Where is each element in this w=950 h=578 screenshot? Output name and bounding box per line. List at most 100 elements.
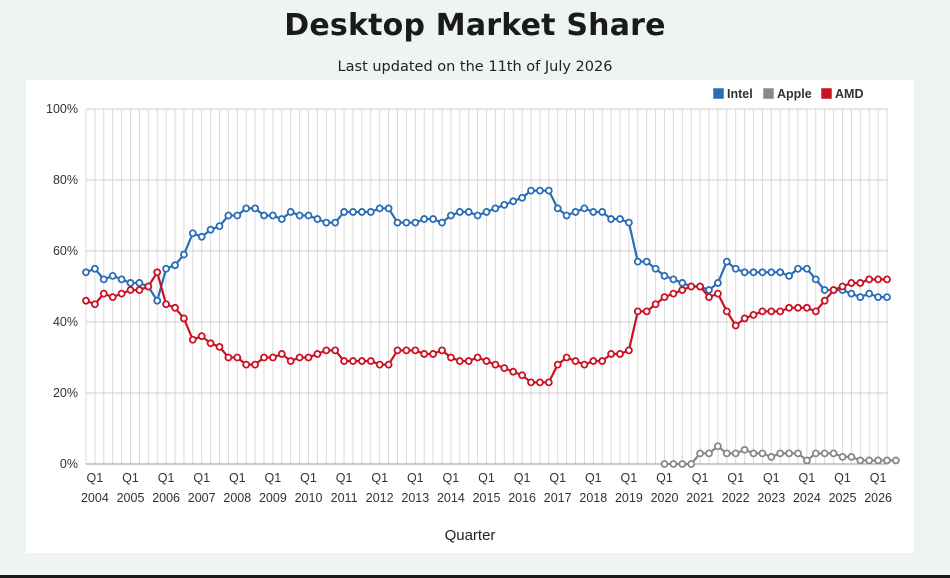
intel-data-point	[188, 229, 197, 238]
x-tick-quarter-label: Q1	[763, 471, 780, 485]
apple-data-point	[856, 456, 865, 465]
x-tick-quarter-label: Q1	[692, 471, 709, 485]
intel-data-point	[776, 268, 785, 277]
intel-data-point	[473, 211, 482, 220]
intel-data-point	[99, 275, 108, 284]
amd-data-point	[384, 360, 393, 369]
amd-data-point	[313, 350, 322, 358]
amd-data-point	[402, 346, 411, 355]
apple-data-point	[892, 456, 900, 465]
amd-data-point	[820, 296, 829, 305]
intel-data-point	[571, 208, 580, 216]
amd-data-point	[438, 346, 446, 355]
intel-data-point	[126, 279, 135, 287]
apple-data-point	[678, 460, 687, 468]
amd-data-point	[162, 300, 171, 309]
amd-data-point	[571, 357, 580, 365]
intel-data-point	[153, 296, 162, 305]
amd-data-point	[500, 364, 509, 373]
intel-data-point	[803, 264, 811, 273]
bottom-edge-line	[0, 575, 950, 578]
amd-data-point	[455, 357, 464, 365]
apple-legend-swatch	[762, 87, 775, 100]
intel-data-point	[251, 204, 260, 213]
amd-data-point	[179, 314, 188, 323]
page-title: Desktop Market Share	[284, 8, 666, 43]
intel-data-point	[660, 271, 669, 280]
amd-data-point	[678, 286, 687, 294]
amd-data-point	[99, 289, 108, 298]
intel-data-point	[91, 264, 99, 273]
amd-data-point	[687, 282, 696, 291]
x-tick-year-label: 2025	[829, 491, 857, 505]
apple-data-point	[838, 452, 847, 461]
intel-data-point	[607, 215, 615, 223]
apple-data-point	[811, 449, 820, 458]
apple-data-point	[776, 449, 785, 458]
intel-data-point	[162, 264, 171, 273]
amd-data-point	[153, 268, 162, 277]
intel-data-point	[340, 208, 349, 216]
amd-data-point	[322, 346, 331, 355]
intel-data-point	[544, 186, 553, 195]
intel-data-point	[277, 215, 286, 223]
amd-data-point	[268, 353, 277, 362]
amd-data-point	[767, 307, 776, 316]
x-tick-year-label: 2014	[437, 491, 465, 505]
amd-data-point	[491, 360, 500, 369]
x-tick-year-label: 2026	[864, 491, 892, 505]
x-tick-quarter-label: Q1	[656, 471, 673, 485]
apple-data-point	[731, 449, 740, 458]
intel-data-point	[740, 268, 749, 277]
apple-data-point	[874, 456, 882, 465]
intel-data-point	[482, 208, 491, 216]
intel-data-point	[135, 279, 144, 287]
intel-data-point	[286, 208, 295, 216]
intel-data-point	[767, 268, 776, 277]
intel-data-point	[562, 211, 571, 220]
amd-data-point	[242, 360, 251, 369]
amd-data-point	[669, 289, 678, 298]
intel-data-point	[785, 271, 793, 280]
amd-data-point	[117, 289, 126, 298]
amd-data-point	[874, 275, 882, 284]
amd-data-point	[731, 321, 740, 330]
apple-data-point	[794, 449, 802, 458]
x-tick-quarter-label: Q1	[300, 471, 317, 485]
intel-data-point	[215, 222, 224, 231]
amd-data-point	[651, 300, 660, 309]
amd-data-point	[91, 300, 99, 309]
intel-data-point	[856, 293, 865, 302]
apple-data-point	[696, 449, 704, 458]
intel-data-point	[455, 208, 464, 216]
apple-data-point	[829, 449, 838, 458]
x-tick-quarter-label: Q1	[727, 471, 744, 485]
x-tick-year-label: 2012	[366, 491, 394, 505]
amd-data-point	[349, 357, 357, 365]
apple-data-point	[669, 460, 678, 468]
amd-data-point	[420, 350, 429, 358]
amd-data-point	[429, 350, 438, 358]
amd-data-point	[811, 307, 820, 316]
amd-data-point	[856, 279, 865, 287]
amd-data-point	[260, 353, 268, 362]
x-tick-year-label: 2022	[722, 491, 750, 505]
intel-data-point	[242, 204, 251, 213]
amd-data-point	[722, 307, 731, 316]
apple-data-point	[749, 449, 758, 458]
intel-data-point	[331, 218, 340, 227]
x-tick-quarter-label: Q1	[122, 471, 139, 485]
x-tick-quarter-label: Q1	[407, 471, 424, 485]
amd-data-point	[509, 367, 518, 376]
line-chart: 0% 20% 40% 60% 80% 100% Q1 2004 Q1 2005 Q1 2006 Q1 20…	[46, 87, 900, 544]
x-tick-year-label: 2010	[295, 491, 323, 505]
intel-data-point	[794, 264, 802, 273]
amd-data-point	[295, 353, 304, 362]
amd-data-point	[544, 378, 553, 387]
x-tick-quarter-label: Q1	[229, 471, 246, 485]
amd-data-point	[366, 357, 375, 365]
intel-data-point	[366, 208, 375, 216]
amd-data-point	[135, 286, 144, 294]
x-tick-year-label: 2009	[259, 491, 287, 505]
amd-data-point	[883, 275, 891, 284]
